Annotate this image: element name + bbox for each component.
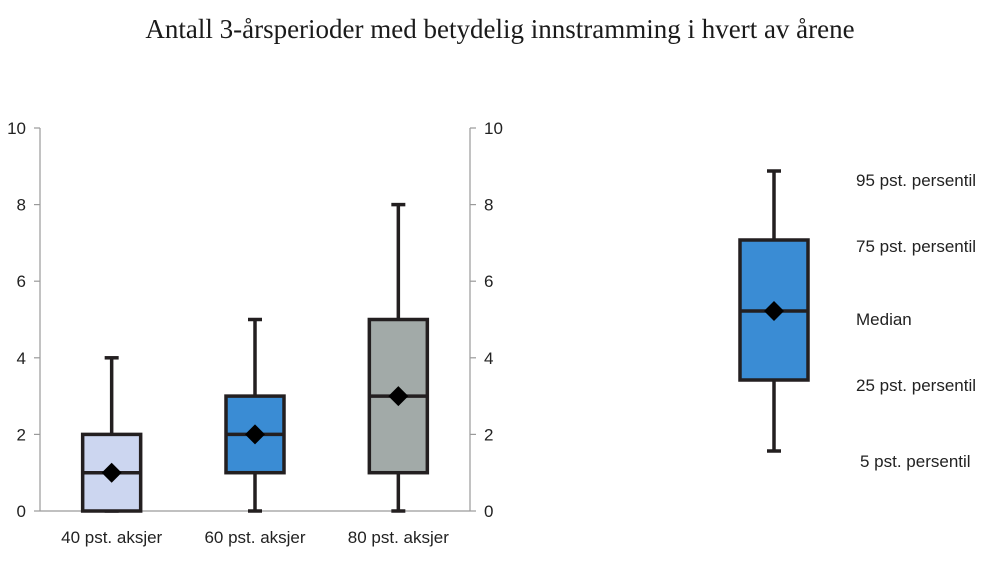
- y-tick-label-left: 6: [17, 272, 26, 291]
- box-3: [367, 202, 430, 513]
- y-tick-label-left: 2: [17, 425, 26, 444]
- y-tick-label-right: 10: [484, 119, 503, 138]
- category-label: 80 pst. aksjer: [348, 528, 449, 547]
- chart-title: Antall 3-årsperioder med betydelig innst…: [145, 14, 855, 44]
- category-label: 40 pst. aksjer: [61, 528, 162, 547]
- mean-marker: [101, 462, 122, 483]
- box-1: [80, 356, 143, 513]
- legend-label: 5 pst. persentil: [860, 452, 971, 471]
- legend-mean-marker: [764, 301, 784, 321]
- legend-label: 25 pst. persentil: [856, 376, 976, 395]
- y-tick-label-left: 4: [17, 349, 26, 368]
- mean-marker: [245, 424, 265, 445]
- y-tick-label-right: 0: [484, 502, 493, 521]
- y-tick-label-right: 8: [484, 196, 493, 215]
- y-tick-label-left: 0: [17, 502, 26, 521]
- category-label: 60 pst. aksjer: [204, 528, 305, 547]
- legend-label: Median: [856, 310, 912, 329]
- mean-marker: [388, 386, 409, 407]
- y-tick-label-left: 8: [17, 196, 26, 215]
- legend-label: 75 pst. persentil: [856, 237, 976, 256]
- y-tick-label-right: 2: [484, 425, 493, 444]
- box-2: [224, 317, 286, 513]
- legend-label: 95 pst. persentil: [856, 171, 976, 190]
- y-tick-label-right: 6: [484, 272, 493, 291]
- y-tick-label-right: 4: [484, 349, 493, 368]
- y-tick-label-left: 10: [7, 119, 26, 138]
- legend-box: [738, 169, 810, 453]
